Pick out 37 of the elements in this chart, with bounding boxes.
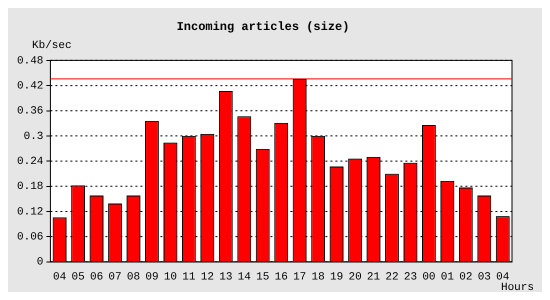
y-tick-label: 0.12 — [17, 206, 44, 218]
y-axis-title: Kb/sec — [32, 40, 72, 52]
y-tick-label: 0.3 — [24, 130, 44, 143]
x-tick-label: 13 — [219, 271, 232, 284]
y-tick-label: 0.18 — [17, 181, 44, 194]
x-tick-label: 10 — [164, 271, 178, 284]
x-tick-label: 14 — [238, 271, 252, 284]
x-tick-label: 07 — [108, 271, 122, 284]
y-tick-label: 0.36 — [17, 106, 44, 118]
x-tick-label: 01 — [440, 271, 454, 284]
x-tick-label: 18 — [312, 271, 325, 284]
x-tick-label: 19 — [330, 271, 344, 284]
y-tick-label: 0.24 — [17, 156, 44, 168]
x-tick-label: 22 — [385, 271, 399, 284]
x-tick-label: 05 — [72, 271, 85, 284]
y-tick-label: 0 — [36, 256, 44, 269]
y-tick-label: 0.48 — [17, 55, 44, 68]
x-tick-label: 17 — [293, 271, 306, 284]
x-tick-label: 02 — [459, 271, 472, 284]
x-tick-label: 21 — [366, 271, 381, 284]
x-tick-label: 23 — [404, 271, 418, 284]
x-tick-label: 09 — [145, 271, 159, 284]
x-tick-label: 15 — [256, 271, 270, 284]
y-tick-label: 0.06 — [17, 232, 44, 244]
x-axis-title: Hours — [500, 282, 534, 294]
chart-title: Incoming articles (size) — [176, 20, 350, 34]
x-tick-label: 12 — [200, 271, 214, 284]
x-tick-label: 08 — [126, 271, 140, 284]
x-tick-label: 04 — [496, 271, 510, 284]
x-tick-label: 03 — [478, 271, 491, 284]
x-tick-label: 06 — [90, 271, 104, 284]
x-tick-label: 11 — [182, 271, 196, 284]
x-tick-label: 00 — [422, 271, 436, 284]
x-tick-label: 04 — [53, 271, 67, 284]
x-tick-label: 20 — [348, 271, 362, 284]
x-tick-label: 16 — [274, 271, 288, 284]
y-tick-label: 0.42 — [17, 80, 44, 92]
